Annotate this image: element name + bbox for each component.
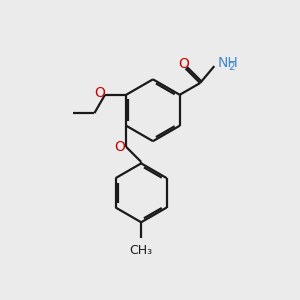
Text: O: O bbox=[178, 57, 190, 71]
Text: O: O bbox=[94, 86, 105, 100]
Text: O: O bbox=[114, 140, 125, 154]
Text: NH: NH bbox=[217, 56, 238, 70]
Text: CH₃: CH₃ bbox=[130, 244, 153, 257]
Text: 2: 2 bbox=[229, 62, 236, 72]
